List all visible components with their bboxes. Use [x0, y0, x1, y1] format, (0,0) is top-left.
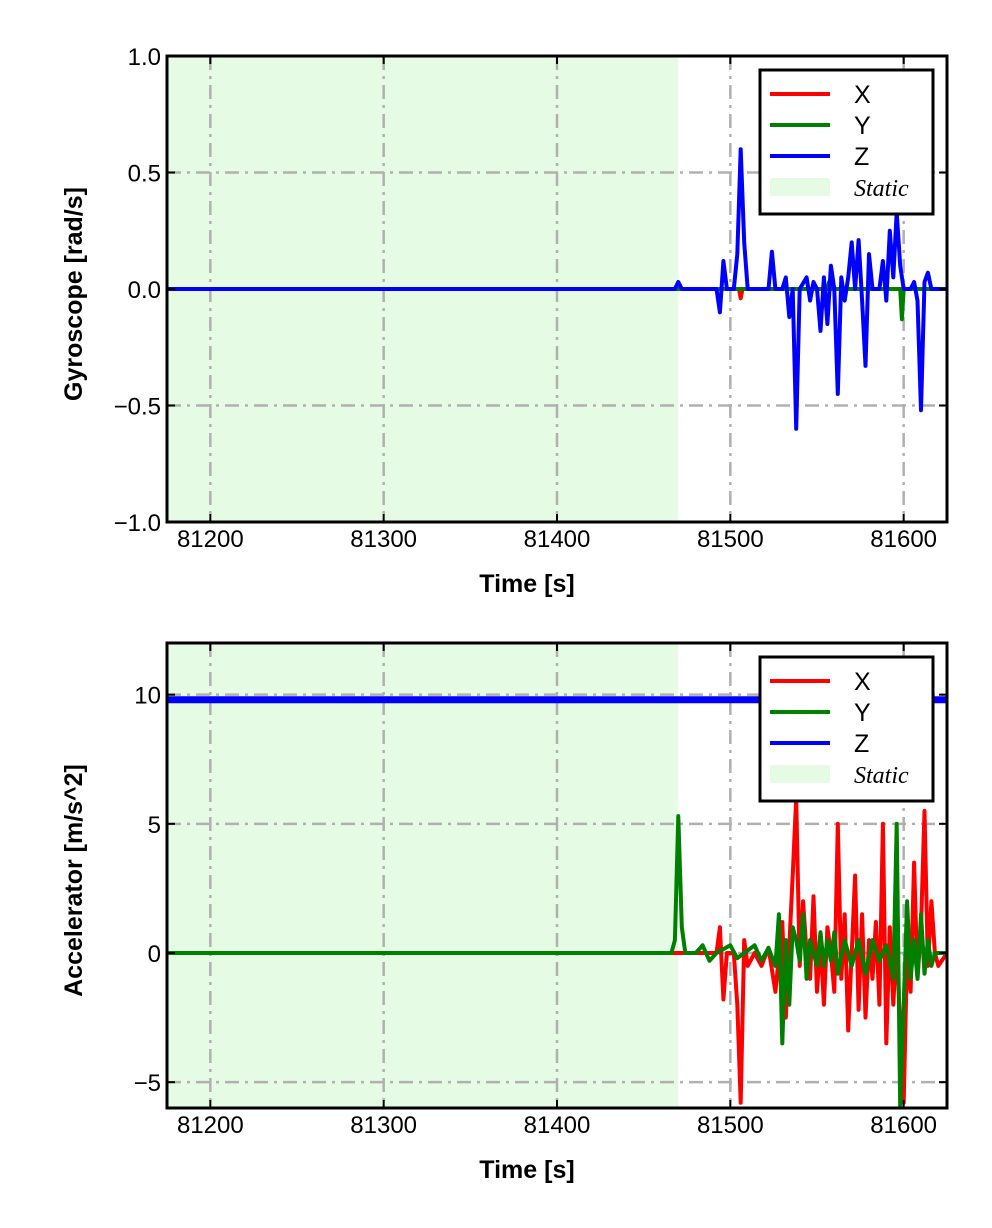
series-group [167, 147, 947, 431]
gyroscope-chart: 81200 81300 81400 81500 81600 −1.0 −0.5 0.0 0.5 1… [60, 44, 949, 598]
series-line-x [167, 796, 947, 1105]
legend-swatch-static [770, 178, 830, 196]
legend-label: Y [854, 112, 871, 140]
legend-label: Z [854, 730, 869, 758]
y-tick-label: 1.0 [128, 44, 161, 71]
y-tick-label: −1.0 [114, 510, 161, 537]
accelerometer-chart: 81200 81300 81400 81500 81600 −5 0 5 10 Time [s] A… [60, 641, 949, 1184]
x-tick-label: 81400 [524, 526, 591, 553]
legend-label: Y [854, 699, 871, 727]
legend-label: X [854, 81, 871, 109]
legend-label: Static [854, 176, 909, 202]
legend-swatch-static [770, 765, 830, 783]
series-line-z [167, 147, 947, 431]
y-tick-label: 5 [148, 812, 161, 839]
legend: XYZ Static [758, 655, 935, 803]
legend: XYZ Static [758, 68, 935, 216]
x-axis-label: Time [s] [479, 1156, 574, 1184]
x-tick-label: 81500 [697, 1112, 764, 1139]
y-tick-label: −5 [134, 1070, 161, 1097]
x-tick-label: 81300 [350, 1112, 417, 1139]
x-tick-label: 81200 [177, 526, 244, 553]
y-tick-label: 0 [148, 941, 161, 968]
x-tick-label: 81300 [350, 526, 417, 553]
x-tick-label: 81500 [697, 526, 764, 553]
static-region [167, 643, 679, 1108]
series-line-y [167, 814, 947, 1108]
x-tick-label: 81600 [870, 1112, 937, 1139]
y-tick-label: 10 [134, 683, 161, 710]
y-axis-label: Gyroscope [rad/s] [60, 187, 88, 401]
y-axis-label: Accelerator [m/s^2] [60, 764, 88, 997]
y-tick-label: −0.5 [114, 394, 161, 421]
y-tick-label: 0.0 [128, 277, 161, 304]
y-tick-label: 0.5 [128, 161, 161, 188]
x-axis-label: Time [s] [479, 570, 574, 598]
legend-label: Static [854, 763, 909, 789]
legend-label: Z [854, 143, 869, 171]
x-tick-label: 81200 [177, 1112, 244, 1139]
x-tick-label: 81400 [524, 1112, 591, 1139]
legend-label: X [854, 668, 871, 696]
x-tick-label: 81600 [870, 526, 937, 553]
